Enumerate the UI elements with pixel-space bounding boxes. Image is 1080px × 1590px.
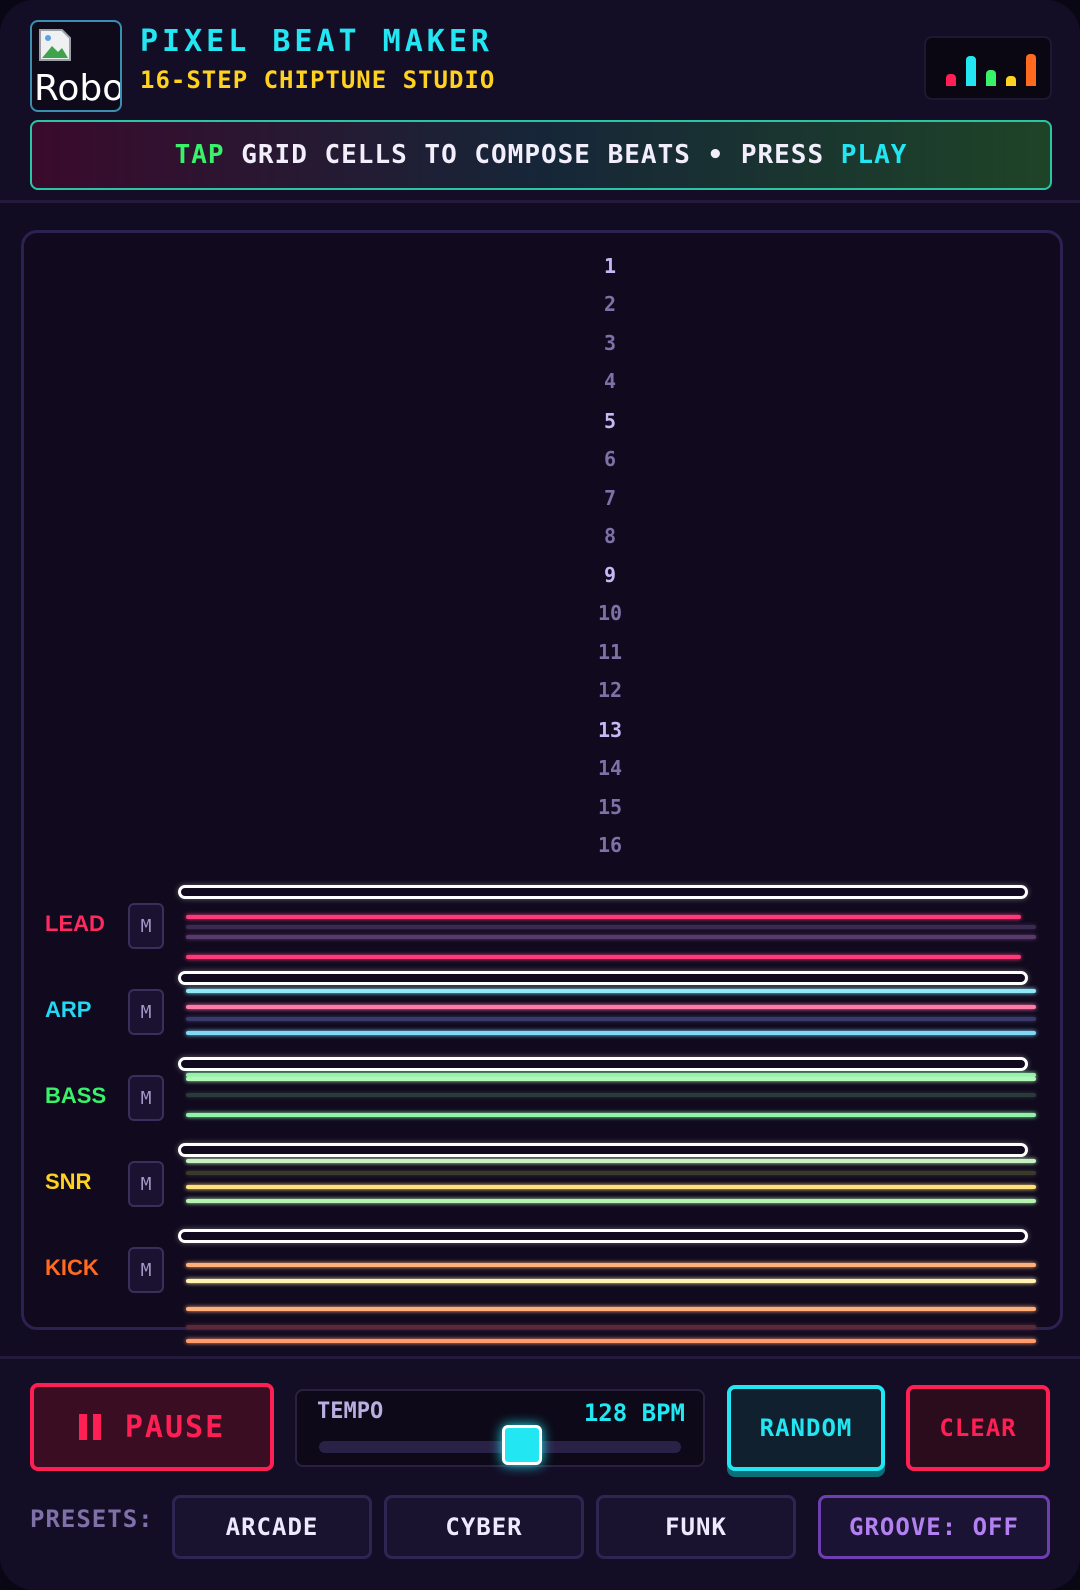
- banner-tap: TAP: [174, 140, 225, 170]
- clear-button[interactable]: CLEAR: [906, 1385, 1050, 1471]
- avatar-alt-text: Robot: [34, 68, 120, 109]
- track-label-lead: LEAD: [45, 911, 105, 936]
- mute-button-arp[interactable]: M: [128, 989, 164, 1035]
- tempo-control: TEMPO 128 BPM: [295, 1389, 705, 1467]
- step-cell-strip: [186, 955, 1021, 959]
- step-cell-strip: [186, 1307, 1036, 1311]
- mute-button-kick[interactable]: M: [128, 1247, 164, 1293]
- step-cell-strip: [186, 1077, 1036, 1081]
- tempo-value: 128 BPM: [583, 1399, 685, 1427]
- track-label-arp: ARP: [45, 997, 92, 1022]
- step-cell-strip: [186, 1073, 1036, 1077]
- step-cell-strip: [186, 1031, 1036, 1035]
- playhead-ring: [178, 971, 1028, 985]
- mute-button-bass[interactable]: M: [128, 1075, 164, 1121]
- step-number: 15: [597, 795, 623, 819]
- step-number: 10: [597, 601, 623, 625]
- pause-button[interactable]: PAUSE: [30, 1383, 274, 1471]
- app-title: PIXEL BEAT MAKER: [140, 24, 493, 59]
- step-cell-strip: [186, 1263, 1036, 1267]
- mute-button-lead[interactable]: M: [128, 903, 164, 949]
- step-number: 12: [597, 678, 623, 702]
- step-cell-strip: [186, 1339, 1036, 1343]
- playhead-ring: [178, 885, 1028, 899]
- step-cell-strip: [186, 1113, 1036, 1117]
- app-subtitle: 16-STEP CHIPTUNE STUDIO: [140, 66, 496, 94]
- track-label-kick: KICK: [45, 1255, 99, 1280]
- step-number: 1: [603, 254, 617, 278]
- step-cell-strip: [186, 925, 1036, 929]
- step-number: 14: [597, 756, 623, 780]
- playhead-ring: [178, 1143, 1028, 1157]
- track-row-snr[interactable]: [178, 1143, 1041, 1229]
- app-header: Robot PIXEL BEAT MAKER 16-STEP CHIPTUNE …: [0, 0, 1080, 203]
- step-cell-strip: [186, 1005, 1036, 1009]
- eq-bar: [966, 56, 976, 86]
- step-cell-strip: [186, 1171, 1036, 1175]
- tempo-label: TEMPO: [317, 1399, 384, 1424]
- sequencer-grid: [21, 230, 1063, 1330]
- step-number: 7: [603, 486, 617, 510]
- step-number: 8: [603, 524, 617, 548]
- step-cell-strip: [186, 1199, 1036, 1203]
- random-button[interactable]: RANDOM: [727, 1385, 885, 1471]
- step-number: 13: [597, 718, 623, 742]
- step-number: 16: [597, 833, 623, 857]
- eq-bar: [946, 74, 956, 86]
- step-cell-strip: [186, 989, 1036, 993]
- playhead-ring: [178, 1229, 1028, 1243]
- pause-label: PAUSE: [124, 1409, 226, 1445]
- banner-text: GRID CELLS TO COMPOSE BEATS • PRESS: [224, 140, 841, 170]
- mute-button-snr[interactable]: M: [128, 1161, 164, 1207]
- banner-play: PLAY: [840, 140, 908, 170]
- step-cell-strip: [186, 1325, 1036, 1329]
- track-row-bass[interactable]: [178, 1057, 1041, 1143]
- step-cell-strip: [186, 1093, 1036, 1097]
- playhead-ring: [178, 1057, 1028, 1071]
- step-number: 4: [603, 369, 617, 393]
- track-label-bass: BASS: [45, 1083, 107, 1108]
- step-number: 5: [603, 409, 617, 433]
- preset-cyber-button[interactable]: CYBER: [384, 1495, 584, 1559]
- instruction-banner: TAP GRID CELLS TO COMPOSE BEATS • PRESS …: [30, 120, 1052, 190]
- presets-label: PRESETS:: [30, 1505, 154, 1533]
- step-number: 6: [603, 447, 617, 471]
- pause-icon: [78, 1414, 101, 1440]
- transport-controls: PAUSE TEMPO 128 BPM RANDOM CLEAR PRESETS…: [0, 1356, 1080, 1590]
- step-cell-strip: [186, 935, 1036, 939]
- broken-image-icon: [39, 29, 71, 61]
- track-row-arp[interactable]: [178, 971, 1041, 1057]
- step-number: 3: [603, 331, 617, 355]
- step-cell-strip: [186, 1159, 1036, 1163]
- equalizer-icon: [924, 36, 1052, 100]
- step-number: 2: [603, 292, 617, 316]
- step-cell-strip: [186, 915, 1021, 919]
- track-row-lead[interactable]: [178, 885, 1041, 971]
- step-cell-strip: [186, 1279, 1036, 1283]
- tempo-slider-thumb[interactable]: [501, 1425, 542, 1465]
- eq-bar: [986, 70, 996, 86]
- step-number: 11: [597, 640, 623, 664]
- eq-bar: [1006, 76, 1016, 86]
- groove-toggle[interactable]: GROOVE: OFF: [818, 1495, 1050, 1559]
- avatar: Robot: [30, 20, 122, 112]
- track-label-snr: SNR: [45, 1169, 92, 1194]
- eq-bar: [1026, 54, 1036, 86]
- step-cell-strip: [186, 1185, 1036, 1189]
- preset-arcade-button[interactable]: ARCADE: [172, 1495, 372, 1559]
- track-row-kick[interactable]: [178, 1229, 1041, 1343]
- step-cell-strip: [186, 1017, 1036, 1021]
- preset-funk-button[interactable]: FUNK: [596, 1495, 796, 1559]
- tempo-slider-track[interactable]: [319, 1441, 681, 1453]
- step-number: 9: [603, 563, 617, 587]
